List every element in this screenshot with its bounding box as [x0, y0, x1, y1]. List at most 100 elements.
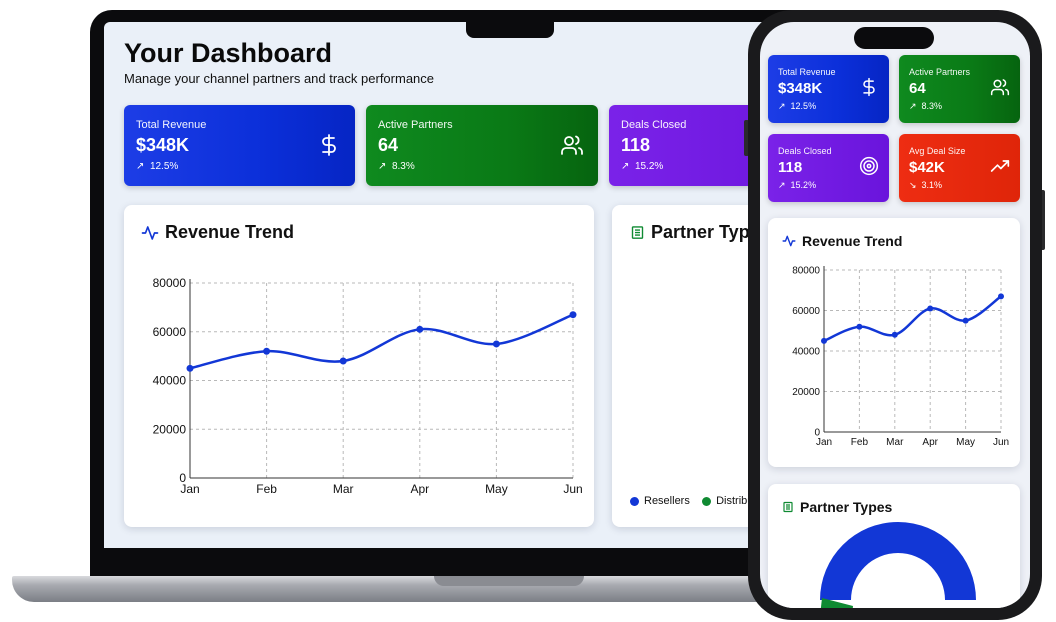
- stat-label: Deals Closed: [621, 119, 687, 131]
- stat-change: ↗ 8.3%: [909, 101, 943, 111]
- page-title: Your Dashboard: [124, 38, 333, 68]
- revenue-trend-title: Revenue Trend: [165, 222, 295, 242]
- data-point: [186, 364, 194, 372]
- x-tick-label: May: [956, 437, 975, 448]
- data-point: [569, 311, 577, 319]
- x-tick-label: Apr: [410, 482, 429, 496]
- stat-value: $348K: [136, 135, 190, 155]
- stat-change-value: 15.2%: [790, 180, 817, 190]
- stat-change-value: 12.5%: [790, 101, 817, 111]
- y-tick-label: 60000: [792, 306, 820, 317]
- page-subtitle: Manage your channel partners and track p…: [124, 71, 435, 86]
- revenue-trend-card: Revenue Trend 0 20000 40000 60000 80000 Jan Fe…: [768, 218, 1020, 467]
- stat-change: ↘ 3.1%: [909, 180, 943, 190]
- data-point: [492, 340, 500, 348]
- users-icon: [990, 79, 1010, 96]
- activity-icon: [782, 235, 796, 247]
- dollar-icon: [322, 134, 336, 156]
- x-tick-label: Jun: [993, 437, 1009, 448]
- chart-legend: Resellers Distribu: [630, 495, 753, 507]
- stat-change: ↗ 12.5%: [136, 161, 179, 172]
- card-title: Partner Types: [782, 499, 892, 515]
- stat-label: Total Revenue: [136, 119, 207, 131]
- laptop-trackpad-groove: [434, 576, 584, 586]
- data-point: [998, 293, 1004, 300]
- card-title: Partner Types: [630, 222, 770, 243]
- y-tick-label: 60000: [153, 325, 187, 339]
- x-tick-label: Feb: [256, 482, 277, 496]
- stat-card-active-partners[interactable]: Active Partners 64 ↗ 8.3%: [899, 55, 1020, 123]
- x-tick-label: Mar: [333, 482, 354, 496]
- data-point: [891, 331, 898, 338]
- card-title: Revenue Trend: [782, 233, 902, 249]
- revenue-trend-chart: 0 20000 40000 60000 80000 Jan Feb Mar Apr May Jun: [153, 276, 583, 496]
- data-point: [339, 357, 347, 365]
- x-tick-label: Jun: [563, 482, 582, 496]
- phone-dynamic-island: [854, 27, 934, 49]
- building-icon: [783, 501, 793, 513]
- data-point: [927, 305, 934, 312]
- y-tick-label: 40000: [792, 347, 820, 358]
- data-point: [263, 347, 271, 355]
- stat-value: 64: [378, 135, 399, 155]
- y-tick-label: 20000: [792, 387, 820, 398]
- stat-change: ↗ 15.2%: [778, 180, 817, 190]
- donut-slice-resellers: [820, 522, 976, 600]
- building-icon: [631, 226, 644, 239]
- stat-change-value: 8.3%: [921, 101, 943, 111]
- stat-label: Active Partners: [378, 119, 453, 131]
- users-icon: [561, 135, 583, 155]
- stat-card-total-revenue[interactable]: Total Revenue $348K ↗ 12.5%: [768, 55, 889, 123]
- x-tick-label: Apr: [922, 437, 938, 448]
- legend-label: Resellers: [644, 495, 690, 507]
- stat-change: ↗ 8.3%: [378, 161, 415, 172]
- card-title: Revenue Trend: [141, 222, 294, 243]
- y-tick-label: 0: [179, 471, 186, 485]
- phone-screen: Total Revenue $348K ↗ 12.5% Active Partn…: [760, 22, 1030, 608]
- legend-swatch-distributors: [702, 496, 712, 506]
- activity-icon: [141, 225, 159, 240]
- stat-label: Deals Closed: [778, 146, 832, 156]
- stat-change: ↗ 15.2%: [621, 161, 664, 172]
- stat-value: $42K: [909, 159, 945, 176]
- revenue-trend-title: Revenue Trend: [802, 233, 903, 249]
- dollar-icon: [863, 77, 875, 97]
- revenue-trend-chart: 0 20000 40000 60000 80000 Jan Feb Mar Apr May Jun: [792, 266, 1009, 449]
- stat-card-active-partners[interactable]: Active Partners 64 ↗ 8.3%: [366, 105, 598, 186]
- stat-value: 118: [621, 135, 651, 155]
- x-tick-label: Jan: [180, 482, 199, 496]
- partner-types-card: Partner Types: [768, 484, 1020, 608]
- revenue-series-line: [189, 313, 574, 370]
- target-icon: [859, 156, 879, 176]
- partner-types-title: Partner Types: [651, 222, 770, 242]
- stat-card-total-revenue[interactable]: Total Revenue $348K ↗ 12.5%: [124, 105, 355, 186]
- stat-value: $348K: [778, 80, 823, 97]
- data-point: [856, 323, 863, 330]
- revenue-series-line: [823, 295, 1002, 343]
- y-tick-label: 80000: [792, 266, 820, 277]
- stat-card-avg-deal-size[interactable]: Avg Deal Size $42K ↘ 3.1%: [899, 134, 1020, 202]
- stat-change-value: 15.2%: [634, 161, 664, 172]
- x-tick-label: Jan: [816, 437, 832, 448]
- legend-swatch-resellers: [630, 496, 639, 506]
- data-point: [416, 325, 424, 333]
- legend-label: Distribu: [716, 495, 754, 507]
- data-point: [821, 337, 827, 344]
- data-point: [962, 317, 969, 324]
- stat-value: 64: [909, 80, 926, 97]
- revenue-trend-card: Revenue Trend 0 20000 40000 60000 80000 Jan Fe…: [124, 205, 594, 527]
- stat-change-value: 8.3%: [391, 161, 415, 172]
- laptop-camera-notch: [466, 20, 554, 38]
- partner-types-title: Partner Types: [800, 499, 893, 515]
- y-tick-label: 0: [814, 428, 820, 439]
- stat-card-deals-closed[interactable]: Deals Closed 118 ↗ 15.2%: [768, 134, 889, 202]
- stat-label: Total Revenue: [778, 67, 836, 77]
- stat-change: ↗ 12.5%: [778, 101, 817, 111]
- trending-up-icon: [990, 160, 1010, 172]
- phone-volume-button: [744, 120, 749, 156]
- donut-slice-distributors: [820, 598, 853, 608]
- laptop-screen: Your Dashboard Manage your channel partn…: [104, 22, 834, 548]
- y-tick-label: 20000: [153, 422, 187, 436]
- y-tick-label: 80000: [153, 276, 187, 290]
- stat-value: 118: [778, 159, 803, 176]
